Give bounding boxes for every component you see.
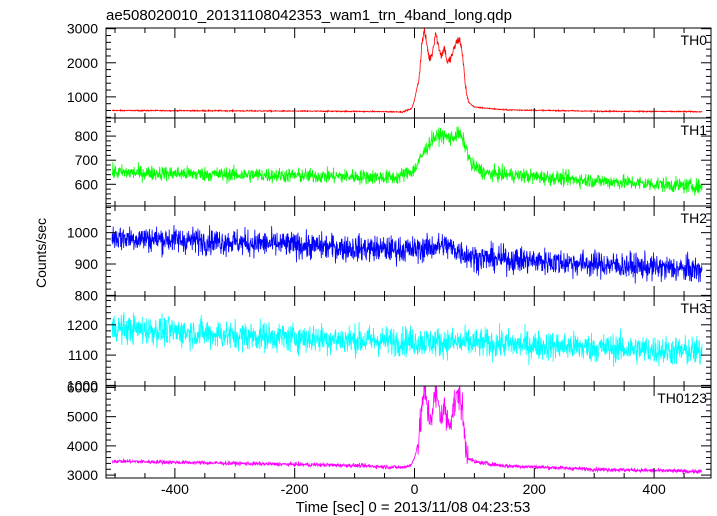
series-line-th0 <box>111 28 703 114</box>
y-tick-label: 800 <box>75 287 99 303</box>
series-line-th3 <box>111 312 703 367</box>
panel-frame <box>105 385 712 479</box>
y-tick-label: 700 <box>75 152 99 168</box>
x-tick-label: 0 <box>411 481 419 497</box>
y-tick-label: 3000 <box>67 467 98 483</box>
panel-label: TH0 <box>681 32 708 48</box>
x-tick-label: -400 <box>161 481 189 497</box>
panel-label: TH3 <box>681 300 708 316</box>
y-tick-label: 1000 <box>67 377 98 393</box>
panel-label: TH1 <box>681 122 708 138</box>
x-axis-label: Time [sec] 0 = 2013/11/08 04:23:53 <box>296 499 531 516</box>
panel-frame <box>105 27 712 119</box>
y-tick-label: 1000 <box>67 89 98 105</box>
x-tick-label: 400 <box>642 481 666 497</box>
x-tick-label: 200 <box>523 481 547 497</box>
chart-title: ae508020010_20131108042353_wam1_trn_4ban… <box>106 7 512 24</box>
y-tick-label: 800 <box>75 128 99 144</box>
panel-th3: 1000 1100 1200 TH3 <box>67 295 712 393</box>
y-tick-label: 3000 <box>67 21 98 37</box>
panel-th2: 800 900 1000 TH2 <box>67 205 712 303</box>
panel-label: TH2 <box>681 210 708 226</box>
y-tick-label: 900 <box>75 256 99 272</box>
series-line-th2 <box>111 224 703 284</box>
series-line-th1 <box>111 126 703 196</box>
y-tick-label: 1000 <box>67 225 98 241</box>
panel-th1: 600 700 800 TH1 <box>75 117 712 207</box>
y-axis-label: Counts/sec <box>33 218 49 288</box>
x-tick-label: -200 <box>281 481 309 497</box>
y-tick-label: 1100 <box>68 347 98 363</box>
panel-th0: 1000 2000 3000 TH0 <box>67 21 712 119</box>
y-tick-label: 5000 <box>67 409 98 425</box>
y-tick-label: 1200 <box>67 317 98 333</box>
y-tick-label: 4000 <box>67 438 98 454</box>
series-line-th0123 <box>111 386 703 475</box>
panel-th0123: 3000 4000 5000 6000 TH0123 <box>67 379 712 483</box>
y-tick-label: 2000 <box>67 55 98 71</box>
panel-frame <box>105 117 712 207</box>
y-tick-label: 6000 <box>67 379 98 395</box>
panel-label: TH0123 <box>657 390 707 406</box>
y-tick-label: 600 <box>75 176 99 192</box>
